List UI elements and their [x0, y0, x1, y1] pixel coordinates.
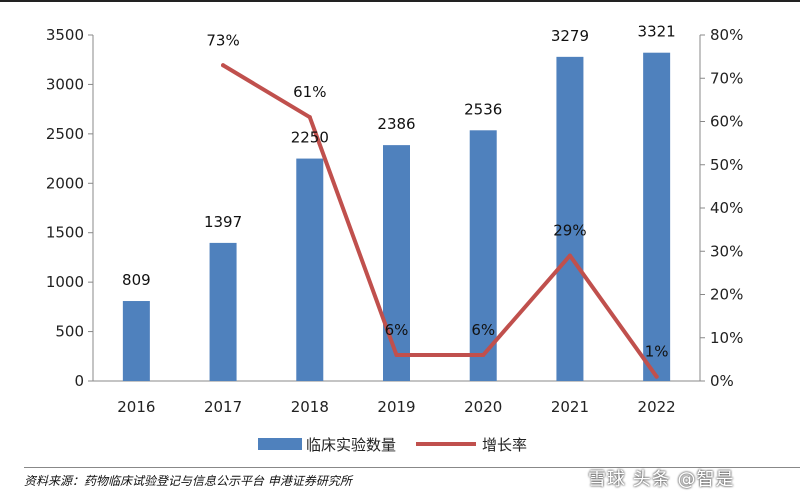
line-series [221, 63, 659, 379]
left-axis-tick-label: 3000 [46, 75, 84, 93]
left-axis-tick-label: 1500 [46, 224, 84, 242]
legend-label-line: 增长率 [482, 436, 527, 454]
left-axis-tick-label: 2500 [46, 125, 84, 143]
line-value-label: 73% [206, 31, 239, 49]
line-value-label: 29% [553, 222, 586, 240]
bar-2017 [209, 242, 237, 381]
top-rule [0, 0, 800, 2]
bar-2019 [383, 145, 410, 381]
bar-value-label: 3321 [638, 23, 676, 41]
x-axis-tick-label: 2022 [638, 398, 676, 416]
right-axis-tick-label: 60% [710, 113, 743, 131]
right-axis-tick-label: 50% [710, 156, 743, 174]
combo-chart: 0 500 1000 1500 2000 2500 3000 3500 0% 10% 20% 30% 4… [46, 23, 744, 454]
right-axis-tick-label: 70% [710, 69, 743, 87]
bar-value-label: 1397 [204, 213, 242, 231]
right-axis-tick-label: 20% [710, 286, 743, 304]
line-value-label: 6% [385, 321, 409, 339]
right-axis-tick-label: 40% [710, 199, 743, 217]
left-axis-tick-label: 3500 [46, 26, 84, 44]
left-axis-tick-label: 0 [74, 372, 84, 390]
bar-2018 [296, 158, 324, 381]
growth-rate-point-2019 [394, 353, 399, 358]
left-axis-tick-label: 500 [55, 323, 84, 341]
bar-value-label: 809 [122, 271, 151, 289]
line-value-label: 6% [471, 321, 495, 339]
line-value-label: 1% [645, 343, 669, 361]
line-value-label: 61% [293, 83, 326, 101]
x-axis-tick-label: 2020 [464, 398, 502, 416]
growth-rate-point-2022 [654, 374, 659, 379]
watermark: 雪球 头条 @智是 [588, 469, 735, 490]
x-axis-tick-label: 2017 [204, 398, 242, 416]
bar-2022 [643, 52, 671, 381]
right-axis-tick-label: 0% [710, 372, 734, 390]
legend: 临床实验数量 增长率 [258, 436, 527, 454]
x-axis-tick-label: 2021 [551, 398, 589, 416]
left-axis-tick-label: 2000 [46, 174, 84, 192]
x-axis-tick-label: 2019 [377, 398, 415, 416]
x-axis-tick-label: 2018 [291, 398, 329, 416]
bar-2016 [122, 301, 150, 381]
data-labels: 809 1397 2250 2386 2536 3279 3321 73% 61% 6% 6% 29%… [122, 23, 676, 361]
source-note: 资料来源：药物临床试验登记与信息公示平台 申港证券研究所 [24, 474, 352, 488]
bar-value-label: 2386 [377, 115, 415, 133]
bar-2021 [556, 56, 584, 382]
legend-label-bar: 临床实验数量 [306, 436, 396, 454]
bar-series [122, 52, 671, 382]
left-axis-tick-label: 1000 [46, 273, 84, 291]
legend-swatch-bar [258, 438, 302, 450]
bar-value-label: 3279 [551, 27, 589, 45]
right-axis-tick-label: 30% [710, 242, 743, 260]
right-axis-tick-label: 10% [710, 329, 743, 347]
bar-value-label: 2250 [291, 129, 329, 147]
x-axis-tick-label: 2016 [117, 398, 155, 416]
growth-rate-point-2021 [567, 253, 572, 258]
growth-rate-line [221, 63, 659, 379]
bar-value-label: 2536 [464, 100, 502, 118]
growth-rate-point-2017 [221, 63, 226, 68]
right-axis-tick-label: 80% [710, 26, 743, 44]
growth-rate-point-2018 [307, 115, 312, 120]
source-divider [24, 467, 800, 468]
bar-2020 [469, 130, 497, 381]
growth-rate-point-2020 [481, 353, 486, 358]
